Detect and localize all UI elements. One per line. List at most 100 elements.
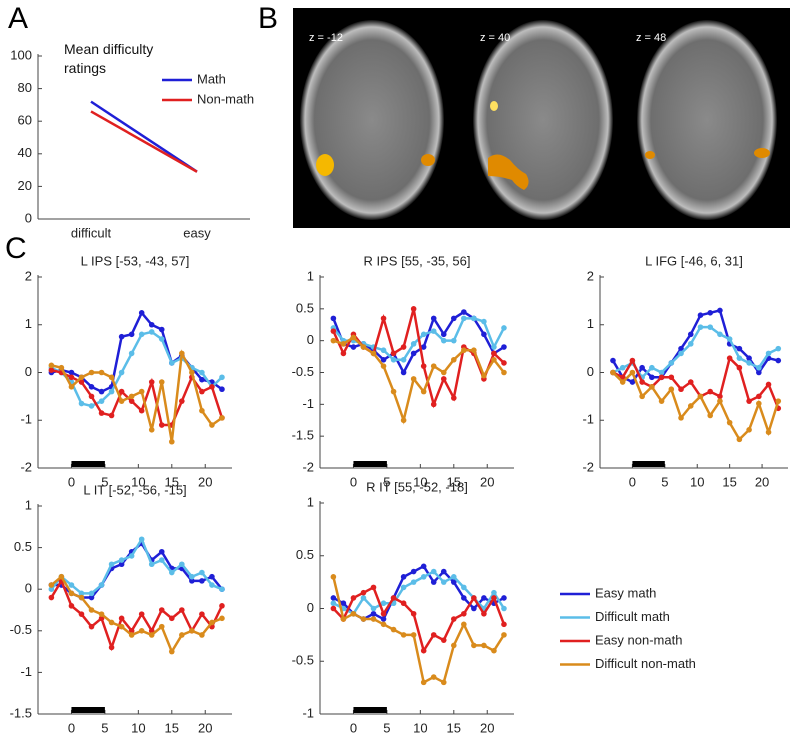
y-tick-label: 1 (307, 268, 314, 283)
series-line (332, 564, 505, 621)
data-point (440, 568, 447, 575)
x-tick-label: 20 (755, 474, 769, 489)
data-point (128, 632, 135, 638)
data-point (481, 372, 487, 379)
x-tick-label: 0 (68, 474, 75, 489)
data-point (360, 595, 367, 601)
data-point (138, 407, 145, 414)
data-point (501, 632, 507, 638)
data-point (687, 379, 694, 385)
data-point (219, 615, 225, 622)
data-point (108, 374, 115, 381)
data-point (746, 398, 752, 404)
data-point (491, 344, 497, 350)
data-point (58, 364, 65, 371)
data-point (118, 333, 125, 340)
data-point (68, 590, 75, 597)
data-point (199, 369, 205, 376)
activation (754, 148, 770, 158)
y-tick-label: 1 (307, 494, 314, 509)
data-point (471, 605, 477, 612)
data-point (380, 363, 387, 369)
data-point (128, 350, 135, 357)
data-point (440, 679, 447, 686)
data-point (658, 398, 665, 404)
data-point (219, 386, 225, 393)
data-point (471, 595, 477, 601)
x-tick-label: 15 (447, 720, 461, 735)
data-point (726, 355, 733, 361)
data-point (649, 364, 655, 371)
data-point (189, 369, 195, 376)
data-point (717, 398, 723, 404)
data-point (118, 398, 125, 404)
data-point (461, 347, 467, 354)
data-point (736, 355, 743, 361)
data-point (420, 388, 427, 395)
data-point (78, 374, 85, 381)
data-point (629, 369, 636, 376)
data-point (400, 417, 407, 424)
y-tick-label: -2 (582, 459, 594, 474)
series-line (332, 570, 506, 616)
data-point (350, 610, 357, 617)
data-point (420, 363, 427, 369)
x-tick-label: 15 (165, 720, 179, 735)
x-tick-label: difficult (71, 225, 112, 240)
data-point (450, 574, 457, 580)
data-point (410, 306, 417, 312)
data-point (138, 611, 145, 617)
activation (421, 154, 435, 166)
data-point (440, 637, 447, 643)
y-tick-label: 0 (307, 332, 314, 347)
activation (490, 101, 498, 111)
data-point (668, 386, 675, 393)
data-point (410, 376, 417, 382)
data-point (410, 632, 417, 638)
data-point (48, 586, 55, 592)
y-tick-label: 1 (587, 316, 594, 331)
y-tick-label: -1 (20, 412, 32, 427)
y-tick-label: -2 (20, 459, 32, 474)
data-point (219, 374, 225, 381)
y-tick-label: -1 (20, 664, 32, 679)
data-point (410, 341, 417, 347)
stimulus-bar (71, 461, 105, 467)
data-point (697, 393, 704, 400)
y-tick-label: 20 (18, 178, 32, 193)
data-point (649, 374, 655, 381)
data-point (678, 345, 684, 352)
data-point (481, 331, 487, 338)
data-point (118, 615, 125, 622)
data-point (410, 610, 417, 617)
data-point (461, 584, 467, 591)
data-point (481, 318, 487, 325)
data-point (400, 344, 407, 350)
data-point (108, 412, 115, 419)
y-tick-label: -1 (302, 396, 314, 411)
data-point (219, 415, 225, 421)
y-tick-label: -0.5 (292, 364, 314, 379)
x-tick-label: 5 (101, 474, 108, 489)
y-tick-label: -1 (302, 705, 314, 720)
data-point (340, 350, 347, 357)
y-tick-label: -0.5 (10, 622, 32, 637)
data-point (501, 344, 507, 350)
series-line (332, 585, 506, 654)
x-tick-label: 5 (661, 474, 668, 489)
slice-label: z = 40 (480, 32, 510, 44)
data-point (88, 384, 95, 390)
y-tick-label: 1 (25, 316, 32, 331)
data-point (440, 579, 447, 585)
data-point (736, 345, 743, 352)
data-point (471, 315, 477, 322)
brain-slice (300, 20, 444, 220)
data-point (48, 594, 55, 601)
y-tick-label: 100 (10, 47, 32, 62)
data-point (687, 341, 694, 347)
data-point (717, 331, 723, 338)
data-point (148, 632, 155, 638)
data-point (158, 422, 165, 428)
brain-slice (473, 20, 613, 220)
y-tick-label: 40 (18, 145, 32, 160)
